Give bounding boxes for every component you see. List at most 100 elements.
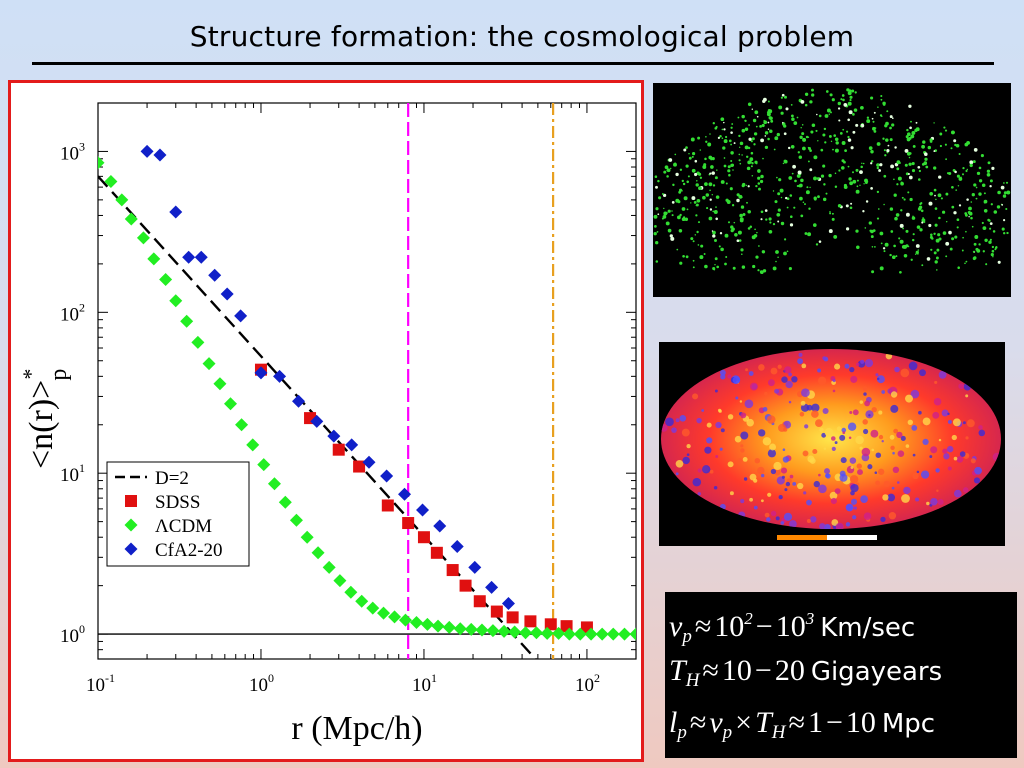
data-point-lcdm — [573, 627, 587, 641]
data-point-lcdm — [431, 619, 445, 633]
data-point-lcdm — [562, 627, 576, 641]
data-point-lcdm — [453, 622, 467, 636]
data-point-sdss — [490, 605, 503, 618]
legend-swatch-sdss — [125, 495, 137, 507]
y-tick-label: 102 — [60, 300, 85, 325]
data-point-lcdm — [464, 622, 478, 636]
data-point-lcdm — [519, 626, 533, 640]
data-point-lcdm — [606, 627, 620, 641]
title-divider — [32, 62, 994, 65]
data-point-lcdm — [344, 585, 358, 599]
data-point-lcdm — [529, 626, 543, 640]
data-point-lcdm — [552, 626, 566, 640]
data-point-lcdm — [98, 156, 105, 170]
data-point-sdss — [524, 615, 537, 628]
data-point-lcdm — [278, 495, 292, 509]
equation-math: vp ≈102−103 — [669, 609, 815, 647]
data-point-cfa — [450, 540, 464, 554]
data-point-lcdm — [191, 335, 205, 349]
data-point-cfa — [327, 429, 341, 443]
data-point-sdss — [381, 499, 394, 512]
data-point-sdss — [417, 531, 430, 544]
y-tick-label: 103 — [60, 139, 85, 164]
data-point-cfa — [398, 487, 412, 501]
data-point-sdss — [459, 579, 472, 592]
data-point-lcdm — [508, 625, 522, 639]
y-axis-label: <n(r)>* p — [18, 369, 72, 469]
data-point-lcdm — [497, 624, 511, 638]
data-point-cfa — [140, 144, 154, 158]
data-point-lcdm — [180, 314, 194, 328]
plot-area — [97, 102, 637, 660]
data-point-lcdm — [267, 477, 281, 491]
data-point-sdss — [544, 618, 557, 631]
data-point-lcdm — [289, 513, 303, 527]
data-point-lcdm — [124, 212, 138, 226]
equation-math: TH ≈10−20 — [669, 654, 805, 691]
data-point-lcdm — [159, 272, 173, 286]
data-point-cfa — [182, 250, 196, 264]
data-point-cfa — [169, 205, 183, 219]
data-point-cfa — [254, 366, 268, 380]
slide-title: Structure formation: the cosmological pr… — [189, 20, 855, 53]
data-point-lcdm — [246, 438, 260, 452]
equation-unit: Km/sec — [820, 613, 916, 643]
series-line-d2 — [98, 175, 538, 659]
data-point-lcdm — [136, 231, 150, 245]
data-point-cfa — [362, 455, 376, 469]
data-point-lcdm — [486, 624, 500, 638]
x-tick-label: 10-1 — [86, 671, 115, 696]
data-point-lcdm — [169, 294, 183, 308]
data-point-lcdm — [398, 613, 412, 627]
equation-unit: Gigayears — [810, 657, 943, 687]
data-point-lcdm — [115, 193, 129, 207]
data-point-sdss — [446, 564, 459, 577]
equation-line: vp ≈102−103 Km/sec — [669, 602, 915, 654]
data-point-cfa — [310, 414, 324, 428]
data-point-sdss — [402, 517, 415, 530]
data-point-sdss — [430, 546, 443, 559]
data-point-cfa — [345, 438, 359, 452]
data-point-lcdm — [475, 623, 489, 637]
data-point-lcdm — [147, 252, 161, 266]
data-point-lcdm — [333, 574, 347, 588]
data-point-lcdm — [213, 377, 227, 391]
data-point-lcdm — [322, 560, 336, 574]
chart-frame: 10-1 100 101 102 100 101 102 103 r (Mpc/h) <n(r)… — [8, 80, 644, 762]
data-point-lcdm — [442, 620, 456, 634]
cmb-image — [659, 342, 1005, 546]
data-point-lcdm — [202, 357, 216, 371]
galaxy-distribution-map — [653, 88, 1011, 274]
x-tick-label: 102 — [575, 671, 600, 696]
data-point-sdss — [353, 460, 366, 473]
data-point-cfa — [433, 519, 447, 533]
equations-panel: vp ≈102−103 Km/sec TH ≈10−20 Gigayears lp ≈ vp × T… — [665, 592, 1017, 758]
data-point-lcdm — [420, 617, 434, 631]
data-point-cfa — [485, 580, 499, 594]
data-point-lcdm — [377, 606, 391, 620]
data-point-cfa — [292, 394, 306, 408]
data-point-lcdm — [223, 397, 237, 411]
data-point-cfa — [416, 503, 430, 517]
y-tick-label: 100 — [60, 622, 85, 647]
x-axis-label: r (Mpc/h) — [291, 710, 422, 747]
data-point-cfa — [153, 148, 167, 162]
data-point-sdss — [506, 611, 519, 624]
equation-math: lp ≈ vp × TH ≈1−10 — [669, 706, 876, 743]
legend-label-d2: D=2 — [155, 468, 189, 489]
data-point-lcdm — [540, 626, 554, 640]
data-point-lcdm — [629, 627, 636, 641]
data-point-cfa — [273, 369, 287, 383]
data-point-lcdm — [366, 601, 380, 615]
galaxy-survey-image — [653, 83, 1011, 297]
data-point-lcdm — [584, 627, 598, 641]
data-point-cfa — [194, 250, 208, 264]
data-point-cfa — [468, 560, 482, 574]
legend-label-cfa: CfA2-20 — [155, 540, 223, 561]
legend-label-lcdm: ΛCDM — [155, 516, 212, 537]
data-point-cfa — [380, 469, 394, 483]
data-point-cfa — [234, 309, 248, 323]
legend-swatch-cfa — [124, 542, 138, 556]
data-point-cfa — [220, 287, 234, 301]
